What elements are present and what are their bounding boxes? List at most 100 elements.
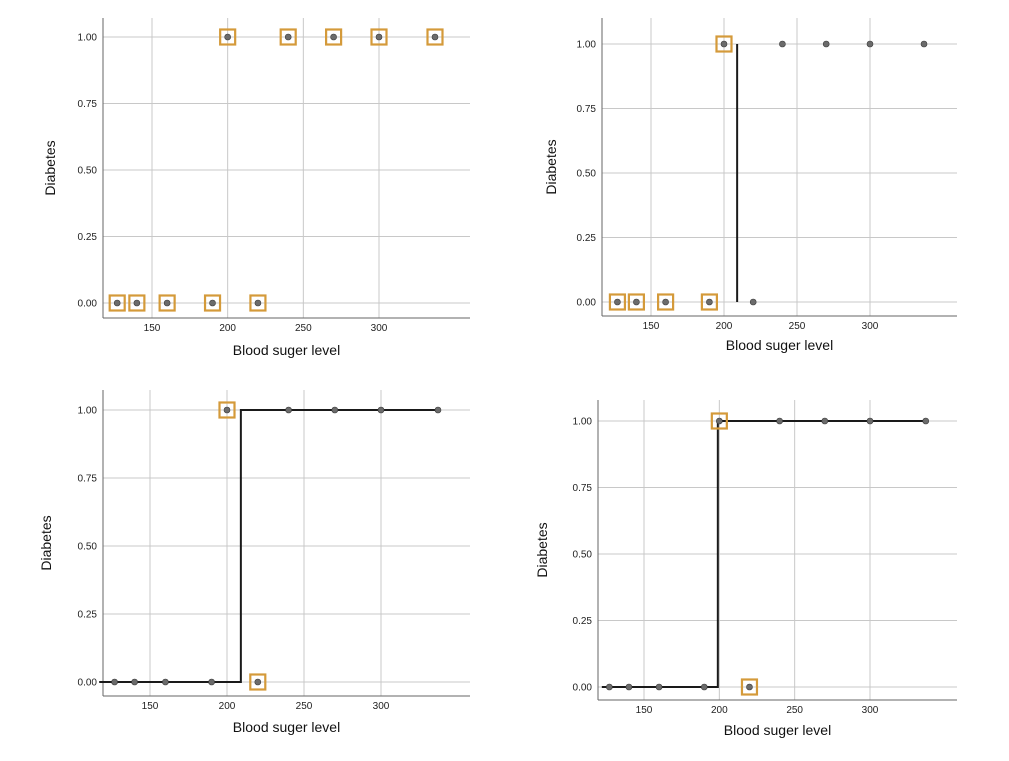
- data-point: [133, 299, 141, 307]
- data-point: [224, 33, 231, 41]
- chart-panel-1: 0.00 0.25 0.50 0.75 1.00 150 200 250 300 Blood su…: [42, 18, 470, 358]
- x-tick-label: 200: [219, 701, 236, 712]
- x-tick-label: 150: [636, 705, 653, 716]
- data-point: [776, 417, 783, 425]
- data-point: [779, 40, 786, 48]
- x-tick-label: 200: [219, 323, 236, 334]
- y-axis-title: Diabetes: [42, 140, 58, 195]
- x-axis-title: Blood suger level: [233, 719, 340, 735]
- chart-panel-2: 0.00 0.25 0.50 0.75 1.00 150 200 250 300 Blood su…: [543, 18, 957, 353]
- data-point: [285, 406, 292, 414]
- data-point: [866, 417, 874, 425]
- y-tick-label: 0.75: [78, 99, 98, 110]
- x-axis-title: Blood suger level: [726, 337, 833, 353]
- data-point: [330, 33, 337, 41]
- highlight-box: [218, 401, 236, 419]
- highlight-box: [715, 35, 733, 53]
- y-tick-label: 0.50: [577, 169, 597, 180]
- data-point: [821, 417, 829, 425]
- highlight-box: [108, 294, 126, 312]
- data-point: [111, 678, 118, 686]
- data-point: [606, 683, 613, 691]
- data-point: [209, 299, 216, 307]
- data-point: [614, 298, 621, 306]
- y-tick-label: 1.00: [573, 417, 593, 428]
- highlight-box: [608, 293, 627, 311]
- y-tick-label: 0.50: [78, 166, 98, 177]
- y-tick-label: 0.00: [78, 678, 98, 689]
- y-tick-label: 0.00: [78, 299, 98, 310]
- highlight-box: [627, 293, 646, 311]
- data-point: [706, 298, 713, 306]
- highlight-box: [656, 293, 675, 311]
- y-tick-label: 0.00: [573, 683, 593, 694]
- data-point: [746, 683, 753, 691]
- x-tick-label: 200: [711, 705, 728, 716]
- highlight-box: [325, 28, 343, 46]
- x-tick-label: 150: [142, 701, 159, 712]
- y-tick-label: 1.00: [577, 40, 597, 51]
- highlight-box: [700, 293, 719, 311]
- data-point: [700, 683, 708, 691]
- highlight-box: [370, 28, 388, 46]
- highlight-box: [203, 294, 222, 312]
- x-tick-label: 150: [643, 321, 660, 332]
- y-tick-label: 0.25: [573, 616, 593, 627]
- x-axis-title: Blood suger level: [233, 342, 340, 358]
- y-tick-label: 0.25: [78, 610, 98, 621]
- highlight-box: [710, 412, 728, 430]
- highlight-box: [249, 673, 267, 691]
- data-point: [208, 678, 215, 686]
- data-point: [625, 683, 633, 691]
- data-point: [331, 406, 339, 414]
- x-tick-label: 250: [295, 323, 312, 334]
- highlight-box: [740, 678, 759, 696]
- data-point: [254, 678, 262, 686]
- highlight-box: [128, 294, 146, 312]
- data-point: [633, 298, 640, 306]
- x-axis-title: Blood suger level: [724, 722, 831, 738]
- highlight-box: [249, 294, 267, 312]
- x-tick-label: 300: [371, 323, 388, 334]
- x-tick-label: 150: [144, 323, 161, 334]
- data-point: [113, 299, 121, 307]
- data-point: [655, 683, 663, 691]
- x-tick-label: 200: [716, 321, 733, 332]
- data-point: [662, 298, 669, 306]
- x-tick-label: 250: [789, 321, 806, 332]
- x-tick-label: 300: [373, 701, 390, 712]
- highlight-box: [219, 28, 237, 46]
- x-tick-label: 300: [862, 705, 879, 716]
- chart-panel-4: 0.00 0.25 0.50 0.75 1.00 150 200 250 300 Blood su…: [534, 400, 957, 738]
- data-point: [434, 406, 442, 414]
- data-point: [822, 40, 830, 48]
- y-tick-label: 0.75: [573, 483, 593, 494]
- y-tick-label: 0.50: [78, 542, 98, 553]
- y-tick-label: 1.00: [78, 406, 98, 417]
- y-tick-label: 0.50: [573, 550, 593, 561]
- highlight-box: [279, 28, 297, 46]
- data-point: [375, 33, 383, 41]
- data-point: [720, 40, 728, 48]
- highlight-box: [158, 294, 176, 312]
- data-point: [431, 33, 439, 41]
- data-point: [716, 417, 723, 425]
- data-point: [866, 40, 874, 48]
- data-point: [284, 33, 292, 41]
- data-point: [223, 406, 231, 414]
- data-point: [920, 40, 928, 48]
- y-tick-label: 0.75: [78, 474, 98, 485]
- y-tick-label: 0.75: [577, 104, 597, 115]
- y-axis-title: Diabetes: [38, 515, 54, 570]
- y-axis-title: Diabetes: [543, 139, 559, 194]
- data-point: [163, 299, 171, 307]
- step-function-line: [99, 409, 438, 683]
- y-tick-label: 0.00: [577, 298, 597, 309]
- highlight-box: [426, 28, 444, 46]
- y-tick-label: 0.25: [577, 233, 597, 244]
- data-point: [254, 299, 262, 307]
- data-point: [922, 417, 930, 425]
- data-point: [749, 298, 757, 306]
- data-point: [377, 406, 385, 414]
